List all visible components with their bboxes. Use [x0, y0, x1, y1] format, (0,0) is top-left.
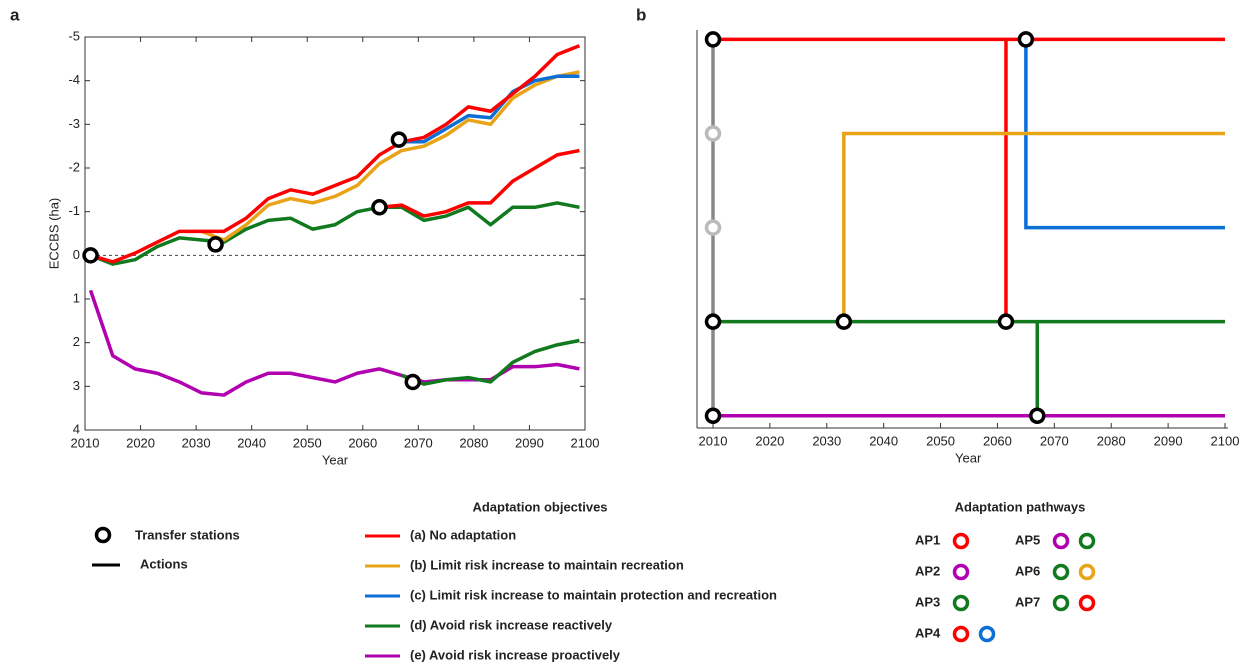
transfer-station — [207, 236, 224, 253]
x-tick-label: 2050 — [293, 435, 322, 450]
transfer-station — [1029, 407, 1046, 425]
pathway-label: AP6 — [1015, 563, 1040, 578]
pathway-ring — [952, 532, 970, 550]
x-tick-label: 2030 — [812, 433, 841, 448]
transfer-station — [404, 373, 422, 391]
x-tick-label: 2030 — [182, 435, 211, 450]
transfer-station — [82, 247, 99, 264]
legend-label: (b) Limit risk increase to maintain recr… — [410, 557, 684, 572]
legend-title: Adaptation pathways — [955, 499, 1086, 514]
x-tick-label: 2040 — [237, 435, 266, 450]
transfer-station — [371, 199, 388, 216]
x-axis-label: Year — [955, 450, 982, 465]
transfer-station — [704, 407, 722, 425]
pathway-label: AP5 — [1015, 532, 1040, 547]
x-tick-label: 2100 — [571, 435, 600, 450]
pathway-ring — [1078, 532, 1096, 550]
series-line — [401, 74, 580, 144]
transfer-station — [704, 125, 722, 142]
legend-label: Transfer stations — [135, 527, 240, 542]
pathway-ring — [1052, 532, 1070, 550]
y-axis-label: ECCBS (ha) — [46, 198, 61, 270]
pathway-line — [1024, 39, 1225, 230]
x-tick-label: 2020 — [755, 433, 784, 448]
x-tick-label: 2040 — [869, 433, 898, 448]
transfer-station — [835, 313, 853, 330]
pathway-ring — [952, 563, 970, 581]
y-tick-label: -4 — [68, 72, 80, 87]
transfer-station — [704, 219, 722, 236]
x-tick-label: 2010 — [699, 433, 728, 448]
series-line — [401, 338, 580, 386]
transfer-station — [997, 313, 1015, 330]
series-line — [89, 201, 580, 266]
x-tick-label: 2100 — [1211, 433, 1240, 448]
transfer-station — [704, 31, 722, 48]
x-tick-label: 2060 — [983, 433, 1012, 448]
x-tick-label: 2020 — [126, 435, 155, 450]
x-axis-label: Year — [322, 452, 349, 467]
y-tick-label: 3 — [73, 378, 80, 393]
pathway-ring — [1052, 594, 1070, 612]
y-tick-label: 2 — [73, 334, 80, 349]
pathway-line — [842, 131, 1225, 322]
y-tick-label: 1 — [73, 290, 80, 305]
x-tick-label: 2080 — [459, 435, 488, 450]
legend-label: Actions — [140, 556, 188, 571]
series-line — [379, 148, 580, 218]
legend-label: (a) No adaptation — [410, 527, 516, 542]
legend-label: (d) Avoid risk increase reactively — [410, 617, 613, 632]
pathway-label: AP3 — [915, 594, 940, 609]
pathway-label: AP7 — [1015, 594, 1040, 609]
pathway-ring — [952, 594, 970, 612]
series-line — [90, 44, 581, 264]
pathway-label: AP2 — [915, 563, 940, 578]
legend-station — [94, 526, 112, 544]
legend-title: Adaptation objectives — [472, 499, 607, 514]
series-line — [201, 70, 580, 242]
pathway-ring — [978, 625, 996, 643]
plot-frame — [84, 36, 586, 431]
x-tick-label: 2090 — [515, 435, 544, 450]
pathway-label: AP4 — [915, 625, 941, 640]
panel-label: a — [10, 5, 20, 24]
y-tick-label: 0 — [73, 247, 80, 262]
legend-label: (c) Limit risk increase to maintain prot… — [410, 587, 777, 602]
x-tick-label: 2070 — [1040, 433, 1069, 448]
x-tick-label: 2090 — [1154, 433, 1183, 448]
pathway-ring — [1052, 563, 1070, 581]
y-tick-label: -2 — [68, 159, 80, 174]
y-tick-label: -3 — [68, 116, 80, 131]
legend-label: (e) Avoid risk increase proactively — [410, 647, 621, 662]
y-tick-label: 4 — [73, 421, 80, 436]
transfer-station — [704, 313, 722, 330]
y-tick-label: -1 — [68, 203, 80, 218]
panel-label: b — [636, 5, 646, 24]
pathway-ring — [1078, 594, 1096, 612]
pathway-ring — [952, 625, 970, 643]
transfer-station — [390, 131, 408, 148]
x-tick-label: 2070 — [404, 435, 433, 450]
y-tick-label: -5 — [68, 28, 80, 43]
x-tick-label: 2080 — [1097, 433, 1126, 448]
x-tick-label: 2010 — [71, 435, 100, 450]
x-tick-label: 2060 — [348, 435, 377, 450]
pathway-label: AP1 — [915, 532, 940, 547]
pathway-ring — [1078, 563, 1096, 581]
transfer-station — [1017, 31, 1035, 48]
series-line — [88, 289, 580, 397]
x-tick-label: 2050 — [926, 433, 955, 448]
